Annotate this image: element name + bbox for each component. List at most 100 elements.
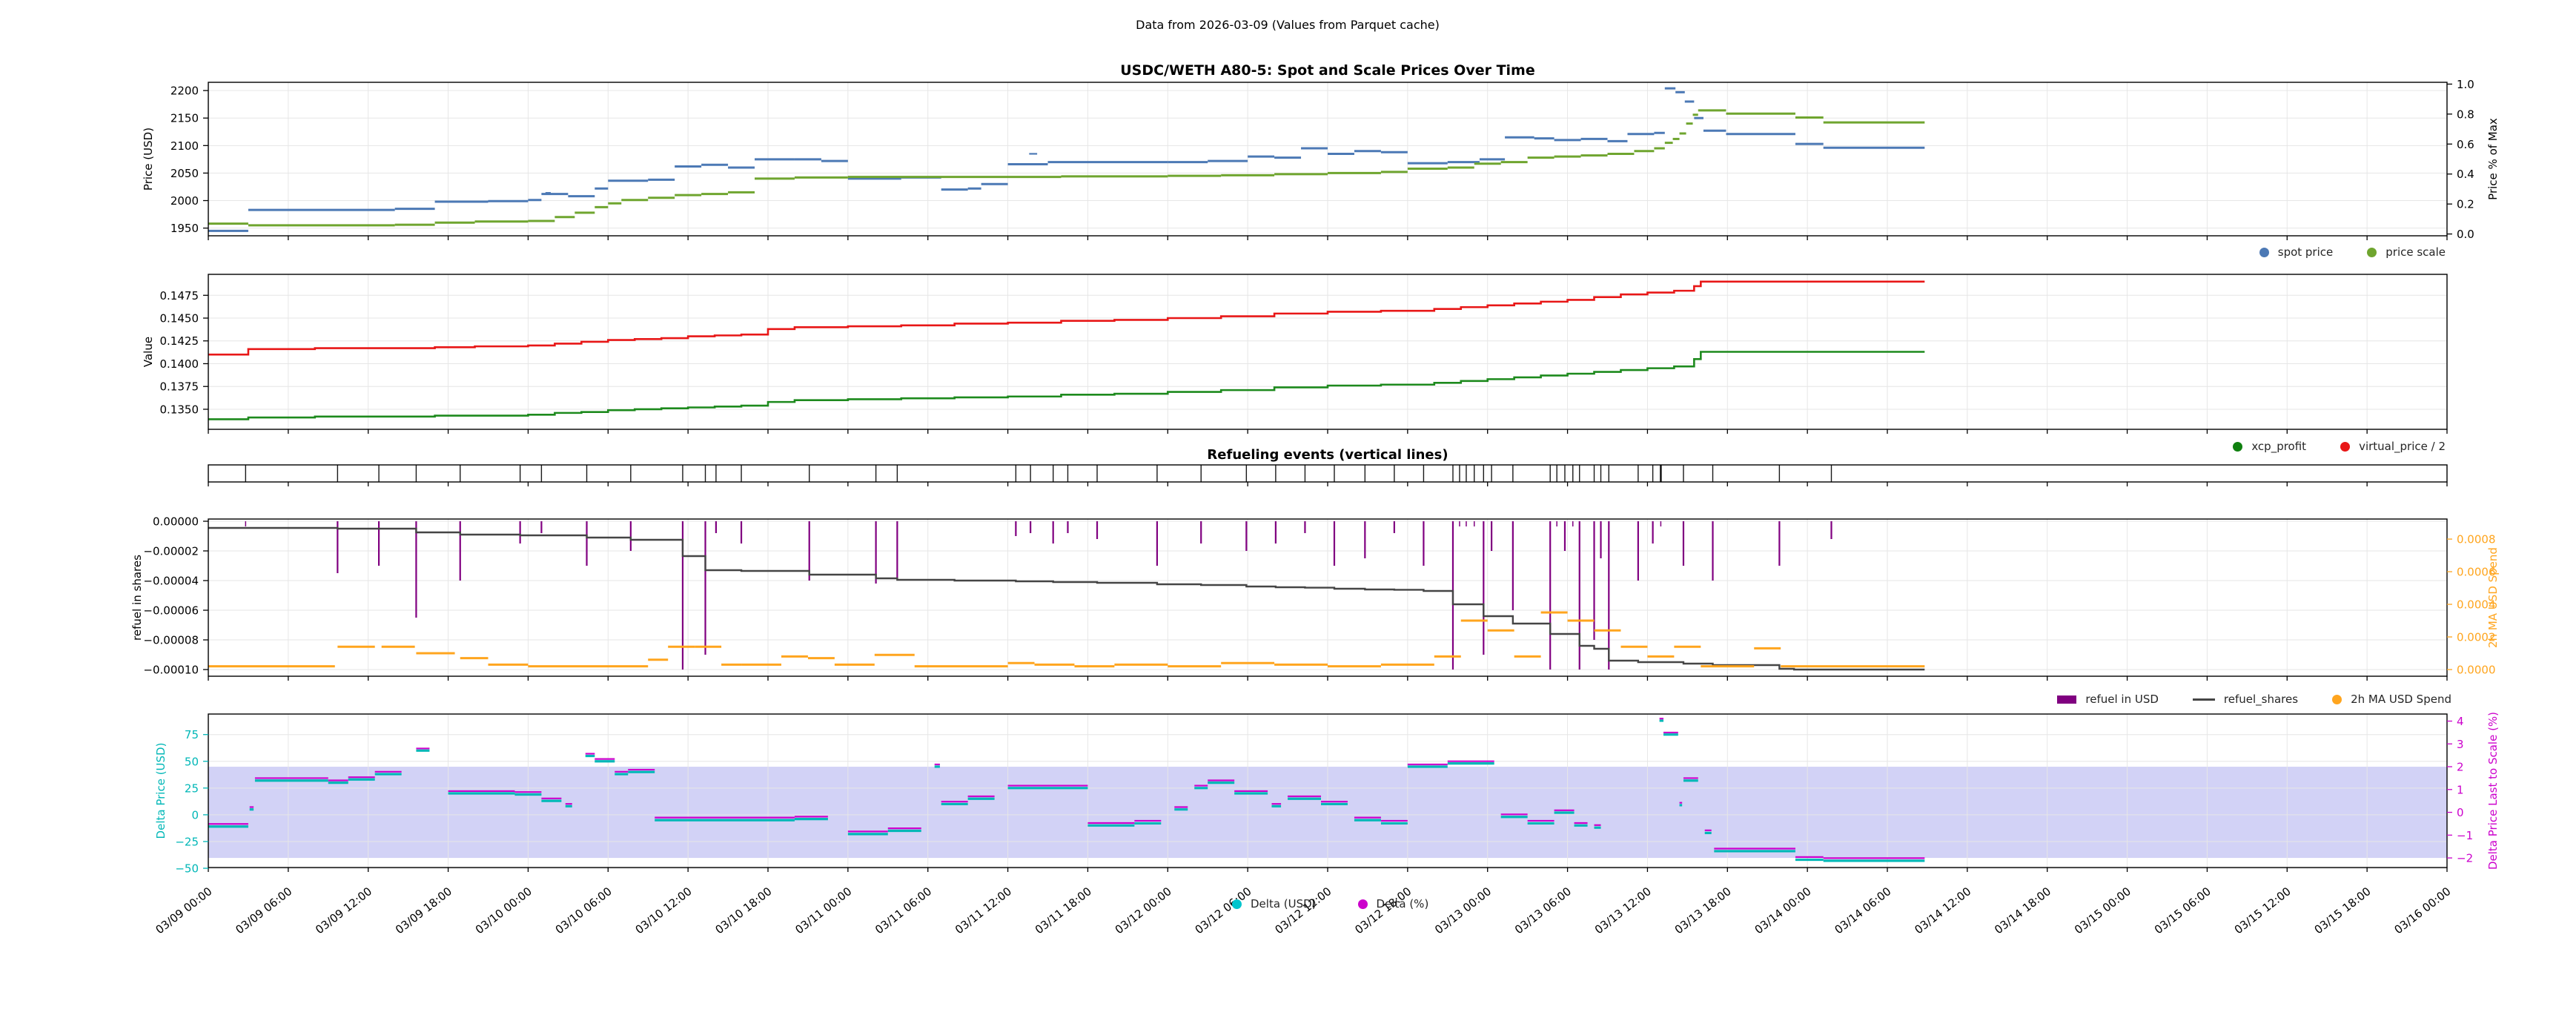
svg-text:03/14 12:00: 03/14 12:00 xyxy=(1912,885,1973,936)
svg-text:03/10 06:00: 03/10 06:00 xyxy=(553,885,615,936)
svg-text:−0.00006: −0.00006 xyxy=(143,604,199,618)
spot-price-dot-icon xyxy=(2259,247,2269,257)
svg-text:2h MA USD Spend: 2h MA USD Spend xyxy=(2486,547,2500,648)
svg-text:−0.00004: −0.00004 xyxy=(143,575,199,588)
svg-text:−50: −50 xyxy=(175,862,199,876)
svg-text:03/11 12:00: 03/11 12:00 xyxy=(953,885,1014,936)
price-scale-dot-icon xyxy=(2367,247,2377,257)
svg-text:0.0006: 0.0006 xyxy=(2457,566,2496,579)
legend-item-virtual-price: virtual_price / 2 xyxy=(2340,440,2446,453)
svg-text:−25: −25 xyxy=(175,835,199,848)
svg-text:03/16 00:00: 03/16 00:00 xyxy=(2391,885,2453,936)
svg-text:0: 0 xyxy=(2457,806,2464,819)
legend-panel4: Delta (USD) Delta (%) xyxy=(1232,897,1428,911)
legend-panel1: spot price price scale xyxy=(2259,245,2446,259)
legend-item-spot-price: spot price xyxy=(2259,245,2334,259)
svg-text:03/10 00:00: 03/10 00:00 xyxy=(473,885,534,936)
svg-text:0.2: 0.2 xyxy=(2457,198,2474,211)
refuel-strip-title: Refueling events (vertical lines) xyxy=(1207,447,1448,463)
legend-label: Delta (%) xyxy=(1376,897,1429,911)
svg-text:2050: 2050 xyxy=(170,167,199,180)
svg-text:−2: −2 xyxy=(2457,852,2473,865)
figure-suptitle: Data from 2026-03-09 (Values from Parque… xyxy=(1136,18,1440,32)
svg-text:2000: 2000 xyxy=(170,194,199,208)
svg-text:03/11 06:00: 03/11 06:00 xyxy=(873,885,934,936)
svg-text:−0.00010: −0.00010 xyxy=(143,664,199,677)
svg-text:03/09 12:00: 03/09 12:00 xyxy=(313,885,374,936)
svg-text:0: 0 xyxy=(191,808,199,822)
svg-text:0.1350: 0.1350 xyxy=(160,403,199,416)
svg-text:0.1400: 0.1400 xyxy=(160,357,199,371)
svg-text:2100: 2100 xyxy=(170,139,199,153)
svg-text:03/13 12:00: 03/13 12:00 xyxy=(1592,885,1654,936)
panel1-title: USDC/WETH A80-5: Spot and Scale Prices O… xyxy=(1120,62,1535,79)
svg-text:Delta Price Last to Scale (%): Delta Price Last to Scale (%) xyxy=(2486,712,2500,870)
svg-text:Price % of Max: Price % of Max xyxy=(2486,118,2500,200)
legend-item-delta-pct: Delta (%) xyxy=(1357,897,1429,911)
virtual-price-dot-icon xyxy=(2340,441,2351,452)
svg-text:0.00000: 0.00000 xyxy=(153,515,199,529)
legend-label: spot price xyxy=(2277,245,2334,259)
svg-text:03/10 12:00: 03/10 12:00 xyxy=(633,885,695,936)
svg-text:0.0008: 0.0008 xyxy=(2457,533,2496,546)
refuel-usd-swatch-icon xyxy=(2057,695,2077,704)
svg-text:03/13 06:00: 03/13 06:00 xyxy=(1512,885,1574,936)
svg-text:25: 25 xyxy=(185,782,199,795)
svg-text:0.1425: 0.1425 xyxy=(160,334,199,348)
svg-text:03/11 00:00: 03/11 00:00 xyxy=(792,885,854,936)
svg-text:03/12 12:00: 03/12 12:00 xyxy=(1272,885,1334,936)
svg-text:03/14 06:00: 03/14 06:00 xyxy=(1832,885,1893,936)
svg-text:2: 2 xyxy=(2457,761,2464,774)
svg-text:0.0: 0.0 xyxy=(2457,228,2474,241)
legend-label: refuel in USD xyxy=(2085,693,2159,706)
svg-text:Price (USD): Price (USD) xyxy=(142,128,155,191)
svg-text:03/13 00:00: 03/13 00:00 xyxy=(1432,885,1494,936)
svg-text:03/11 18:00: 03/11 18:00 xyxy=(1033,885,1094,936)
svg-text:2200: 2200 xyxy=(170,85,199,98)
legend-item-price-scale: price scale xyxy=(2367,245,2446,259)
xcp-profit-dot-icon xyxy=(2233,441,2243,452)
svg-text:03/15 18:00: 03/15 18:00 xyxy=(2312,885,2374,936)
svg-text:03/12 18:00: 03/12 18:00 xyxy=(1352,885,1414,936)
legend-item-ma-usd-spend: 2h MA USD Spend xyxy=(2332,693,2451,706)
svg-text:50: 50 xyxy=(185,755,199,768)
legend-label: Delta (USD) xyxy=(1251,897,1317,911)
svg-text:Delta Price (USD): Delta Price (USD) xyxy=(154,743,168,839)
svg-text:−1: −1 xyxy=(2457,829,2473,842)
svg-text:0.0000: 0.0000 xyxy=(2457,664,2496,677)
legend-panel3: refuel in USD refuel_shares 2h MA USD Sp… xyxy=(2057,693,2451,706)
svg-text:03/14 18:00: 03/14 18:00 xyxy=(1992,885,2053,936)
svg-text:4: 4 xyxy=(2457,715,2464,728)
svg-text:0.1475: 0.1475 xyxy=(160,289,199,303)
svg-text:03/12 00:00: 03/12 00:00 xyxy=(1113,885,1174,936)
svg-text:refuel in shares: refuel in shares xyxy=(130,555,144,641)
svg-text:03/09 06:00: 03/09 06:00 xyxy=(233,885,294,936)
legend-label: virtual_price / 2 xyxy=(2359,440,2446,453)
svg-text:0.1375: 0.1375 xyxy=(160,380,199,394)
legend-item-refuel-shares: refuel_shares xyxy=(2192,693,2298,706)
svg-text:03/15 06:00: 03/15 06:00 xyxy=(2152,885,2214,936)
svg-text:3: 3 xyxy=(2457,738,2464,751)
legend-item-refuel-usd: refuel in USD xyxy=(2057,693,2159,706)
svg-text:−0.00002: −0.00002 xyxy=(143,545,199,558)
legend-label: price scale xyxy=(2385,245,2446,259)
ma-usd-spend-dot-icon xyxy=(2332,694,2342,704)
svg-text:2150: 2150 xyxy=(170,112,199,125)
delta-usd-dot-icon xyxy=(1232,899,1242,909)
legend-label: xcp_profit xyxy=(2251,440,2307,453)
svg-text:03/09 18:00: 03/09 18:00 xyxy=(393,885,454,936)
svg-text:03/15 00:00: 03/15 00:00 xyxy=(2072,885,2133,936)
svg-text:1950: 1950 xyxy=(170,222,199,235)
legend-panel2: xcp_profit virtual_price / 2 xyxy=(2233,440,2446,453)
legend-item-xcp-profit: xcp_profit xyxy=(2233,440,2306,453)
svg-text:0.6: 0.6 xyxy=(2457,138,2474,151)
svg-text:Value: Value xyxy=(142,337,155,367)
svg-text:0.0002: 0.0002 xyxy=(2457,631,2496,644)
legend-label: 2h MA USD Spend xyxy=(2351,693,2451,706)
refuel-shares-line-icon xyxy=(2192,698,2215,701)
svg-text:75: 75 xyxy=(185,728,199,741)
svg-text:0.0004: 0.0004 xyxy=(2457,598,2496,612)
svg-text:03/13 18:00: 03/13 18:00 xyxy=(1672,885,1734,936)
